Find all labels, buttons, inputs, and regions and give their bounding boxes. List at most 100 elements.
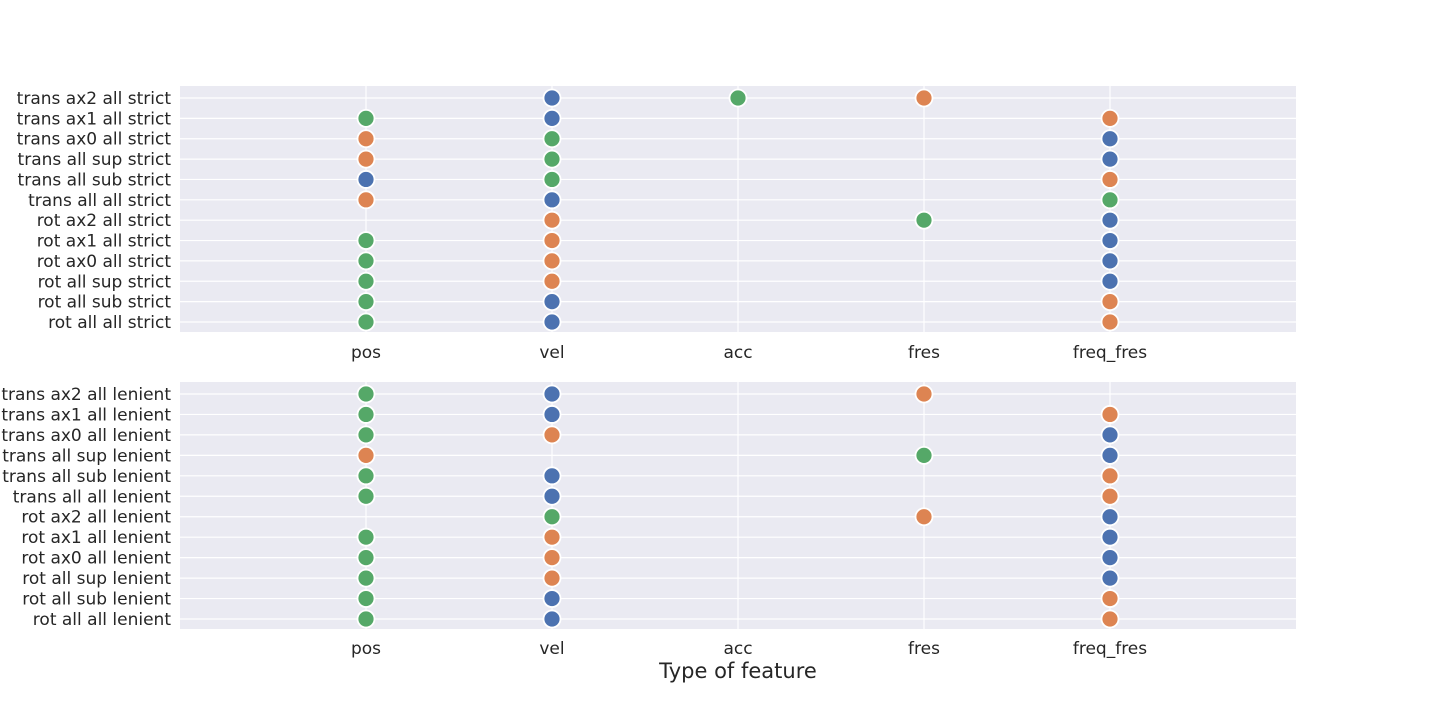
data-point (356, 445, 376, 465)
y-tick-label: rot all all lenient (33, 610, 172, 630)
data-point (542, 108, 562, 128)
data-point (542, 425, 562, 445)
y-tick-label: rot ax1 all lenient (21, 528, 171, 548)
data-point (1100, 292, 1120, 312)
data-point (1100, 129, 1120, 149)
data-point (1100, 312, 1120, 332)
data-point (1100, 108, 1120, 128)
x-tick-label: acc (723, 639, 752, 659)
data-point (356, 251, 376, 271)
y-tick-label: rot ax0 all lenient (21, 549, 171, 569)
y-tick-label: trans all all strict (28, 191, 171, 211)
data-point (1100, 425, 1120, 445)
data-point (542, 292, 562, 312)
data-point (1100, 486, 1120, 506)
data-point (356, 292, 376, 312)
data-point (542, 88, 562, 108)
data-point (356, 548, 376, 568)
data-point (356, 568, 376, 588)
y-tick-label: trans all sub lenient (2, 467, 171, 487)
data-point (914, 210, 934, 230)
data-point (356, 405, 376, 424)
data-point (356, 589, 376, 608)
data-point (1100, 507, 1120, 527)
data-point (728, 88, 748, 108)
data-point (356, 190, 376, 210)
data-point (542, 589, 562, 608)
y-tick-label: trans all all lenient (13, 487, 172, 507)
x-axis-label: Type of feature (658, 659, 817, 683)
y-tick-label: rot all sub lenient (22, 590, 171, 610)
y-tick-label: rot all sub strict (38, 293, 172, 313)
x-tick-label: freq_fres (1073, 343, 1147, 363)
y-tick-label: rot ax1 all strict (37, 232, 172, 252)
data-point (542, 384, 562, 404)
data-point (1100, 527, 1120, 547)
data-point (542, 527, 562, 547)
y-tick-label: trans ax0 all strict (17, 130, 172, 150)
y-tick-label: trans all sub strict (18, 170, 172, 190)
data-point (542, 231, 562, 250)
data-point (914, 507, 934, 527)
data-point (356, 425, 376, 445)
data-point (1100, 251, 1120, 271)
y-tick-label: trans ax2 all lenient (1, 385, 171, 405)
y-tick-label: trans ax2 all strict (17, 89, 172, 109)
x-tick-label: fres (908, 639, 940, 659)
data-point (356, 129, 376, 149)
y-tick-label: trans all sup strict (18, 150, 172, 170)
y-tick-label: trans ax1 all lenient (1, 405, 171, 425)
data-point (542, 251, 562, 271)
x-tick-label: vel (539, 639, 564, 659)
data-point (1100, 231, 1120, 250)
x-tick-label: pos (351, 639, 381, 659)
y-tick-label: rot ax2 all lenient (21, 508, 171, 528)
data-point (356, 466, 376, 486)
data-point (914, 445, 934, 465)
x-tick-label: vel (539, 343, 564, 363)
data-point (356, 149, 376, 169)
y-tick-label: rot all sup lenient (22, 569, 171, 589)
data-point (542, 405, 562, 424)
data-point (356, 271, 376, 291)
x-tick-label: acc (723, 343, 752, 363)
data-point (542, 129, 562, 149)
x-tick-label: fres (908, 343, 940, 363)
data-point (542, 190, 562, 210)
data-point (542, 170, 562, 189)
data-point (356, 384, 376, 404)
data-point (356, 312, 376, 332)
data-point (1100, 466, 1120, 486)
data-point (542, 149, 562, 169)
data-point (1100, 149, 1120, 169)
y-tick-label: trans ax1 all strict (17, 109, 172, 129)
data-point (1100, 405, 1120, 424)
data-point (1100, 271, 1120, 291)
data-point (914, 88, 934, 108)
y-tick-label: trans ax0 all lenient (1, 426, 171, 446)
data-point (542, 210, 562, 230)
data-point (542, 507, 562, 527)
y-tick-label: rot ax0 all strict (37, 252, 172, 272)
data-point (542, 486, 562, 506)
data-point (1100, 210, 1120, 230)
data-point (356, 108, 376, 128)
data-point (542, 466, 562, 486)
data-point (356, 170, 376, 189)
y-tick-label: rot all sup strict (38, 272, 172, 292)
data-point (1100, 445, 1120, 465)
data-point (356, 231, 376, 250)
data-point (1100, 589, 1120, 608)
y-tick-label: rot ax2 all strict (37, 211, 172, 231)
data-point (356, 609, 376, 629)
data-point (542, 271, 562, 291)
data-point (542, 609, 562, 629)
data-point (542, 568, 562, 588)
data-point (914, 384, 934, 404)
y-tick-label: trans all sup lenient (2, 446, 171, 466)
data-point (1100, 568, 1120, 588)
data-point (542, 312, 562, 332)
